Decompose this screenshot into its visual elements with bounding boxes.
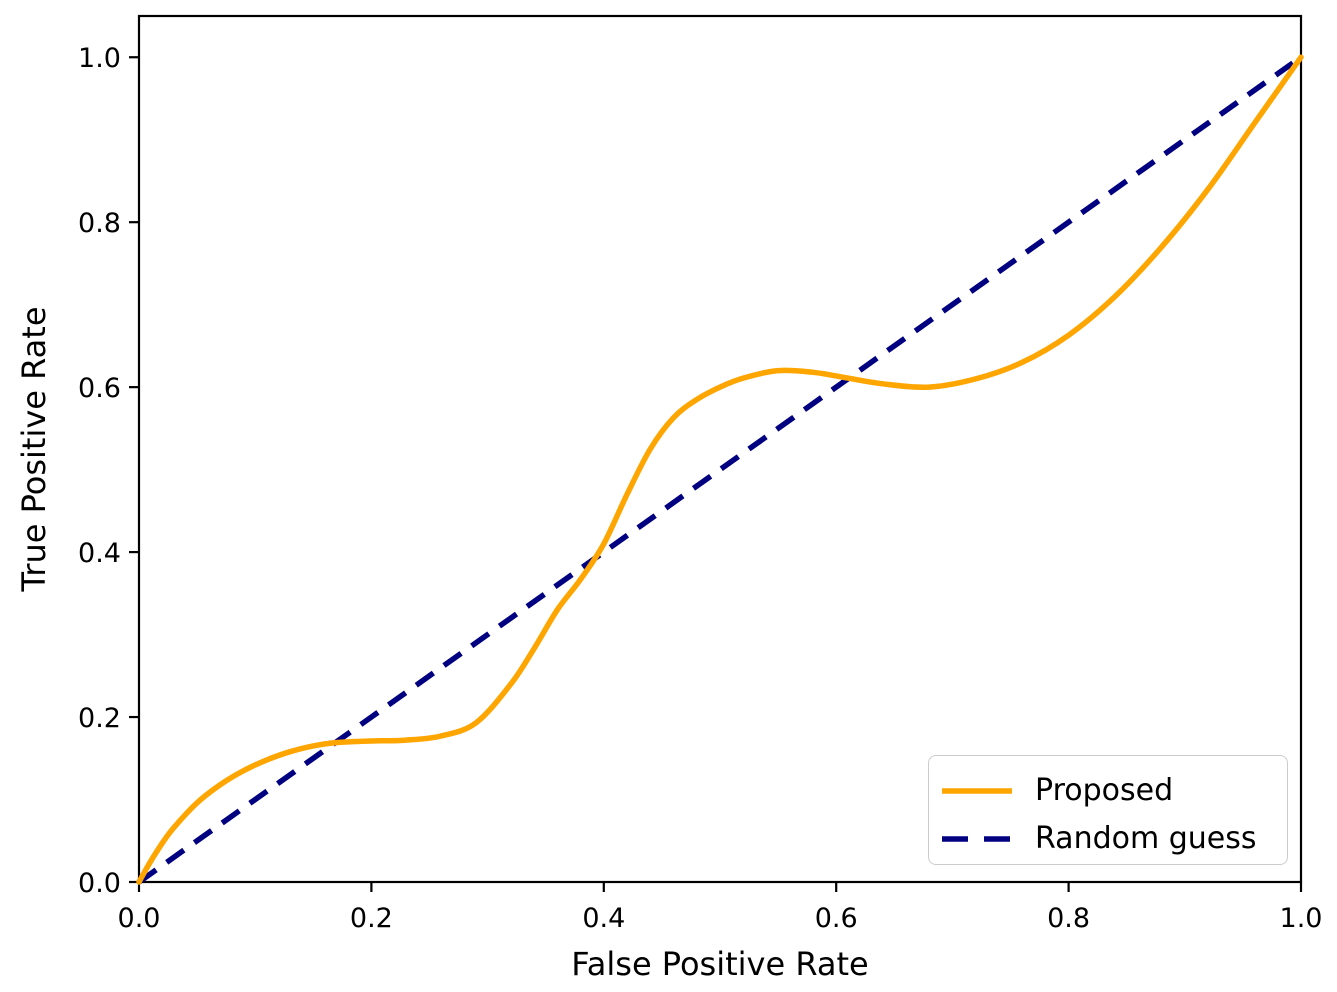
- y-tick-label: 0.0: [78, 868, 121, 899]
- y-tick-label: 0.4: [78, 538, 121, 569]
- axes-frame: [137, 14, 1303, 884]
- y-tick-label: 0.2: [78, 703, 121, 734]
- x-tick-label: 0.4: [582, 903, 625, 934]
- y-tick-label: 1.0: [78, 43, 121, 74]
- x-tick-label: 0.8: [1047, 903, 1090, 934]
- legend: Proposed Random guess: [928, 755, 1288, 865]
- x-tick-label: 1.0: [1280, 903, 1323, 934]
- y-tick-label: 0.8: [78, 208, 121, 239]
- legend-label-proposed: Proposed: [1035, 773, 1174, 808]
- x-tick-label: 0.0: [118, 903, 161, 934]
- x-axis-label: False Positive Rate: [571, 945, 868, 983]
- proposed-line-swatch: [942, 788, 1012, 794]
- legend-item-proposed: Proposed: [941, 768, 1287, 814]
- series-line-proposed: [136, 54, 1304, 885]
- legend-label-random-guess: Random guess: [1035, 821, 1257, 856]
- y-axis-label: True Positive Rate: [15, 306, 53, 592]
- x-tick-label: 0.6: [815, 903, 858, 934]
- random-guess-line-swatch: [942, 836, 1012, 842]
- legend-item-random-guess: Random guess: [941, 816, 1287, 862]
- y-tick-label: 0.6: [78, 373, 121, 404]
- x-tick-label: 0.2: [350, 903, 393, 934]
